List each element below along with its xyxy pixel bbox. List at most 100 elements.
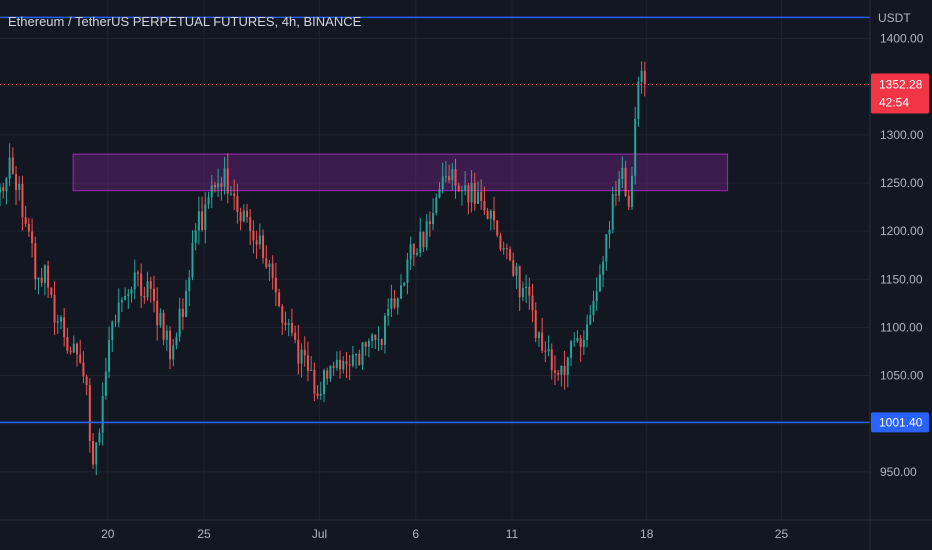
candle-body — [534, 310, 537, 339]
candle-body — [2, 187, 5, 192]
candle-body — [614, 194, 617, 196]
candle-body — [640, 70, 643, 82]
candle-body — [24, 217, 27, 224]
candle-body — [496, 220, 499, 236]
candle-body — [592, 301, 595, 315]
candle-body — [72, 343, 75, 353]
candle-body — [428, 221, 431, 225]
candle-body — [130, 289, 133, 294]
candle-body — [53, 294, 56, 323]
candle-body — [579, 338, 582, 347]
candle-body — [403, 282, 406, 286]
candle-body — [207, 197, 210, 205]
candle-body — [204, 204, 207, 230]
candle-body — [470, 183, 473, 203]
candle-body — [502, 247, 505, 250]
level-price-badge — [871, 412, 929, 433]
candle-body — [34, 243, 37, 280]
candle-body — [124, 295, 127, 300]
candle-body — [483, 200, 486, 211]
candle-body — [448, 176, 451, 181]
candle-body — [59, 317, 62, 322]
candle-body — [435, 197, 438, 214]
candle-body — [310, 369, 313, 371]
y-tick-label: 1250.00 — [880, 176, 924, 190]
candle-body — [355, 353, 358, 355]
candle-body — [454, 169, 457, 186]
candle-body — [457, 185, 460, 192]
candle-body — [621, 167, 624, 179]
candle-body — [66, 337, 69, 351]
countdown-label: 42:54 — [879, 95, 909, 109]
candle-body — [541, 332, 544, 351]
candle-body — [111, 321, 114, 341]
candle-body — [441, 176, 444, 190]
candle-body — [499, 235, 502, 250]
candle-body — [152, 288, 155, 301]
candle-body — [278, 292, 281, 307]
candles — [0, 61, 646, 476]
candle-body — [518, 266, 521, 298]
candle-body — [47, 265, 50, 288]
candle-body — [406, 259, 409, 283]
candle-body — [88, 385, 91, 441]
x-tick-label: 25 — [197, 527, 211, 541]
candle-body — [611, 194, 614, 230]
candle-body — [185, 291, 188, 318]
candle-body — [246, 210, 249, 218]
candle-body — [271, 263, 274, 278]
candle-body — [191, 242, 194, 278]
candle-body — [213, 184, 216, 188]
candle-body — [444, 176, 447, 178]
candle-body — [589, 314, 592, 325]
candle-body — [387, 308, 390, 316]
grid — [0, 0, 870, 520]
candle-body — [515, 266, 518, 276]
candle-body — [416, 252, 419, 255]
candle-body — [98, 432, 101, 443]
candle-body — [332, 365, 335, 369]
candle-body — [95, 442, 98, 465]
candle-body — [306, 355, 309, 371]
x-tick-label: Jul — [312, 527, 327, 541]
resistance-zone — [72, 153, 729, 192]
candle-body — [521, 288, 524, 298]
candle-body — [358, 353, 361, 365]
candle-body — [316, 393, 319, 396]
y-tick-label: 1300.00 — [880, 128, 924, 142]
y-tick-label: 1200.00 — [880, 224, 924, 238]
candle-body — [217, 183, 220, 188]
candle-body — [323, 370, 325, 395]
y-tick-label: 950.00 — [880, 465, 917, 479]
candle-body — [162, 312, 165, 340]
current-price-label: 1352.28 — [879, 77, 923, 91]
candle-body — [643, 70, 646, 85]
candle-body — [181, 308, 184, 318]
candle-body — [249, 217, 252, 231]
candle-body — [284, 322, 287, 325]
candle-body — [550, 349, 553, 371]
candle-body — [5, 178, 8, 192]
candle-body — [133, 272, 136, 290]
y-tick-label: 1400.00 — [880, 32, 924, 46]
candle-body — [120, 299, 123, 303]
candle-body — [367, 340, 370, 347]
candle-body — [223, 168, 226, 187]
candle-body — [412, 244, 415, 255]
candle-body — [432, 213, 435, 225]
x-tick-label: 6 — [412, 527, 419, 541]
candle-body — [377, 339, 380, 341]
candle-body — [178, 308, 181, 337]
candle-body — [255, 240, 258, 245]
candle-body — [281, 306, 284, 323]
candle-body — [79, 354, 82, 363]
candle-body — [297, 339, 300, 364]
candle-body — [425, 221, 428, 248]
candle-body — [493, 210, 496, 221]
candle-body — [544, 350, 547, 352]
candle-body — [229, 193, 232, 195]
candle-body — [624, 167, 627, 196]
candle-body — [537, 332, 540, 339]
candle-body — [396, 298, 399, 308]
